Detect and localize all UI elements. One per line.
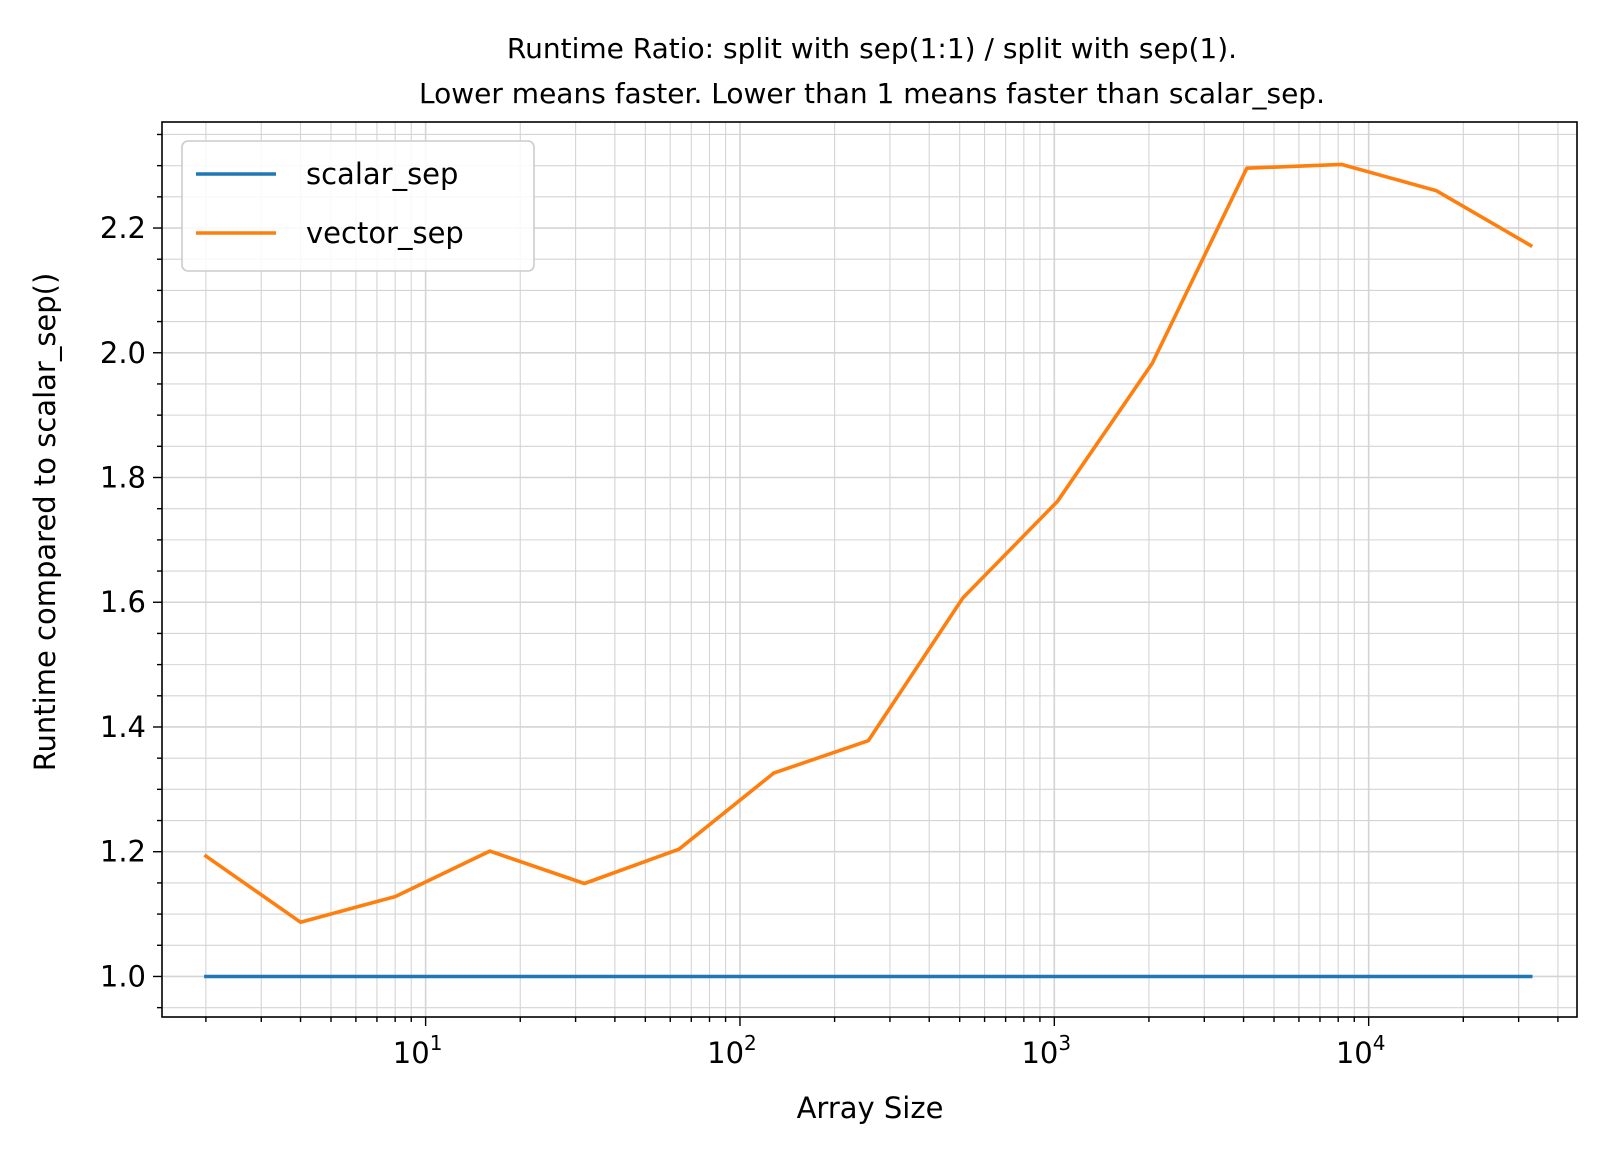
chart-title: Runtime Ratio: split with sep(1:1) / spl… [507, 32, 1237, 65]
x-tick-label: 103 [1021, 1031, 1071, 1070]
x-tick-label: 102 [707, 1031, 757, 1070]
y-tick-label: 1.0 [100, 959, 146, 993]
plot-area-frame [161, 121, 1578, 1018]
y-tick-label: 1.4 [100, 710, 146, 744]
y-tick-label: 1.6 [100, 585, 146, 619]
series-lines [203, 162, 1534, 979]
series-line-vector-sep [203, 162, 1534, 925]
legend-label: scalar_sep [306, 157, 458, 191]
legend-label: vector_sep [306, 216, 464, 250]
legend: scalar_sep vector_sep [181, 140, 535, 272]
x-axis-label: Array Size [797, 1091, 944, 1125]
y-tick-label: 1.2 [100, 835, 146, 869]
axis-ticks: 1.0 1.2 1.4 1.6 1.8 2.0 2.2 101 102 103 104 [100, 133, 1559, 1070]
y-tick-label: 2.0 [100, 336, 146, 370]
y-axis-label: Runtime compared to scalar_sep() [28, 273, 62, 772]
y-tick-label: 2.2 [100, 211, 146, 245]
chart-subtitle: Lower means faster. Lower than 1 means f… [419, 77, 1325, 110]
x-tick-label: 101 [393, 1031, 443, 1070]
x-tick-label: 104 [1336, 1031, 1386, 1070]
y-tick-label: 1.8 [100, 461, 146, 495]
